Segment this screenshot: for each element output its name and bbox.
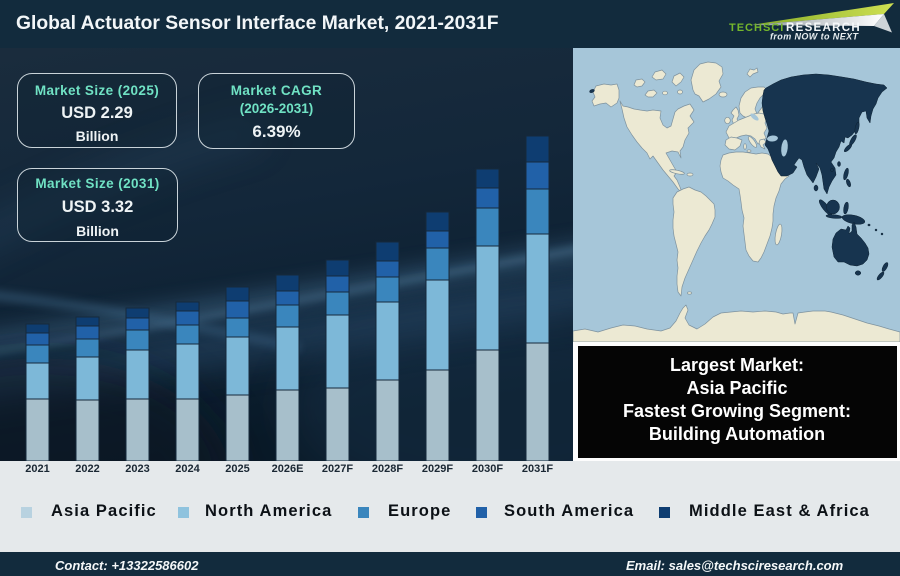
svg-text:from NOW to NEXT: from NOW to NEXT [770, 32, 859, 42]
svg-text:RESEARCH: RESEARCH [786, 22, 861, 34]
svg-text:TECHSCI: TECHSCI [729, 22, 784, 34]
